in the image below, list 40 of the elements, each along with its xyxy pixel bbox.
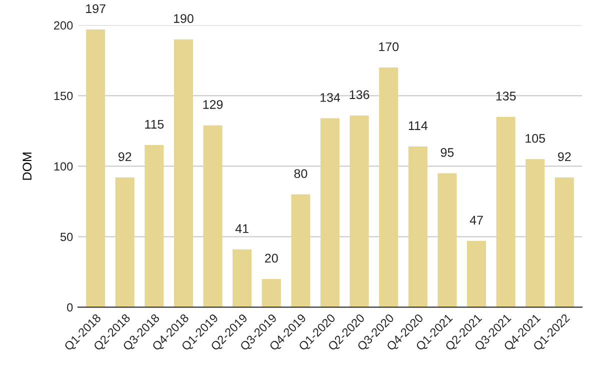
bar (320, 118, 340, 308)
bar (496, 116, 516, 308)
bar (466, 240, 486, 308)
y-axis-title: DOM (22, 152, 32, 180)
y-tick-label: 200 (54, 21, 73, 30)
data-label: 114 (408, 121, 428, 130)
bar (554, 177, 574, 308)
bar (350, 115, 369, 308)
y-tick-label: 100 (54, 162, 73, 171)
data-label: 197 (86, 4, 106, 14)
y-tick-label: 0 (67, 303, 73, 312)
bar (144, 145, 164, 308)
data-label: 136 (350, 90, 370, 100)
bar (408, 146, 428, 308)
data-label: 80 (294, 169, 308, 178)
bar (262, 278, 281, 308)
bar (115, 177, 134, 308)
bar (86, 29, 106, 308)
data-label: 105 (526, 134, 546, 143)
data-label: 190 (174, 14, 194, 23)
bar (438, 173, 457, 308)
data-label: 170 (379, 42, 399, 52)
y-tick-label: 150 (54, 92, 73, 100)
data-label: 95 (440, 148, 454, 157)
y-tick-label: 50 (60, 232, 73, 242)
bar (379, 68, 398, 308)
data-label: 115 (145, 120, 164, 129)
data-label: 129 (203, 100, 223, 109)
data-label: 41 (235, 224, 248, 233)
data-label: 20 (265, 254, 278, 263)
data-label: 92 (558, 152, 571, 162)
data-label: 47 (470, 216, 483, 224)
bar (203, 125, 222, 308)
bar (232, 249, 252, 308)
bar (174, 39, 194, 308)
bar (526, 159, 545, 308)
data-label: 134 (320, 93, 340, 102)
data-label: 135 (496, 92, 516, 101)
bar (291, 194, 310, 308)
data-label: 92 (118, 152, 132, 162)
